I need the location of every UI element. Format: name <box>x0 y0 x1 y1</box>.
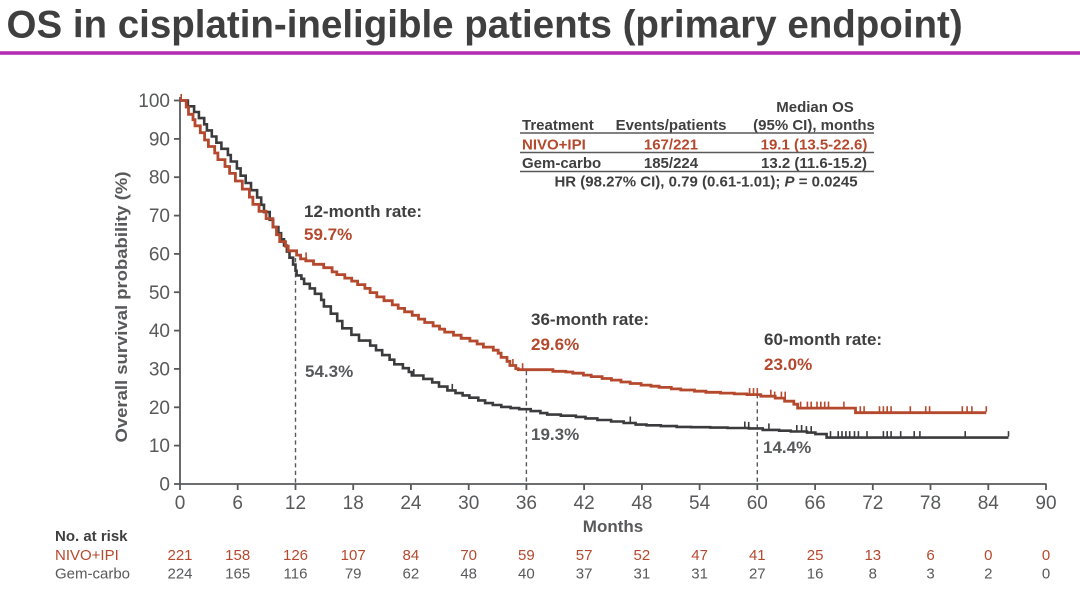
svg-text:30: 30 <box>149 359 170 380</box>
svg-text:116: 116 <box>284 566 308 583</box>
svg-text:84: 84 <box>978 493 1000 514</box>
svg-text:Overall survival probability (: Overall survival probability (%) <box>112 172 131 443</box>
svg-text:48: 48 <box>460 566 477 583</box>
svg-text:165: 165 <box>225 566 250 583</box>
svg-text:2: 2 <box>984 566 992 583</box>
svg-text:80: 80 <box>149 168 170 189</box>
svg-text:36-month rate:: 36-month rate: <box>531 310 649 329</box>
svg-text:60: 60 <box>149 244 170 265</box>
svg-text:60: 60 <box>747 493 768 514</box>
svg-text:48: 48 <box>631 493 652 514</box>
svg-text:13.2 (11.6-15.2): 13.2 (11.6-15.2) <box>761 155 867 172</box>
svg-text:60-month rate:: 60-month rate: <box>764 330 882 349</box>
svg-text:(95% CI), months: (95% CI), months <box>753 117 875 134</box>
svg-text:0: 0 <box>1042 566 1050 583</box>
svg-text:19.1 (13.5-22.6): 19.1 (13.5-22.6) <box>761 137 868 154</box>
svg-text:167/221: 167/221 <box>644 137 698 154</box>
svg-text:10: 10 <box>149 436 170 457</box>
svg-text:54: 54 <box>689 493 711 514</box>
svg-text:12: 12 <box>285 493 306 514</box>
svg-text:NIVO+IPI: NIVO+IPI <box>522 137 586 154</box>
svg-text:20: 20 <box>149 398 170 419</box>
svg-text:42: 42 <box>574 493 595 514</box>
svg-text:78: 78 <box>920 493 941 514</box>
svg-text:No. at risk: No. at risk <box>55 528 128 545</box>
svg-text:37: 37 <box>576 566 593 583</box>
svg-text:31: 31 <box>634 566 651 583</box>
svg-text:31: 31 <box>691 566 708 583</box>
svg-text:Gem-carbo: Gem-carbo <box>55 566 130 583</box>
svg-text:158: 158 <box>225 547 250 564</box>
svg-text:0: 0 <box>159 475 170 496</box>
svg-text:HR (98.27% CI), 0.79 (0.61-1.0: HR (98.27% CI), 0.79 (0.61-1.01); P = 0.… <box>554 174 857 191</box>
svg-text:84: 84 <box>403 547 420 564</box>
svg-text:30: 30 <box>458 493 479 514</box>
svg-text:6: 6 <box>232 493 243 514</box>
svg-text:107: 107 <box>341 547 366 564</box>
svg-text:14.4%: 14.4% <box>763 438 811 457</box>
svg-text:25: 25 <box>807 547 824 564</box>
svg-text:90: 90 <box>1035 493 1056 514</box>
svg-text:Median OS: Median OS <box>776 99 854 116</box>
svg-text:24: 24 <box>400 493 422 514</box>
svg-text:54.3%: 54.3% <box>305 362 353 381</box>
svg-text:Treatment: Treatment <box>522 117 594 134</box>
svg-text:221: 221 <box>167 547 192 564</box>
svg-text:NIVO+IPI: NIVO+IPI <box>55 547 119 564</box>
svg-text:41: 41 <box>749 547 766 564</box>
svg-text:126: 126 <box>283 547 308 564</box>
svg-text:8: 8 <box>869 566 877 583</box>
svg-text:40: 40 <box>149 321 170 342</box>
svg-text:29.6%: 29.6% <box>531 335 579 354</box>
svg-text:62: 62 <box>403 566 420 583</box>
svg-text:70: 70 <box>460 547 477 564</box>
svg-text:16: 16 <box>807 566 824 583</box>
svg-text:0: 0 <box>175 493 186 514</box>
svg-text:23.0%: 23.0% <box>764 355 812 374</box>
svg-text:52: 52 <box>634 547 651 564</box>
svg-text:Months: Months <box>583 517 643 536</box>
svg-text:19.3%: 19.3% <box>531 425 579 444</box>
svg-text:Gem-carbo: Gem-carbo <box>522 155 601 172</box>
svg-text:0: 0 <box>984 547 992 564</box>
svg-text:0: 0 <box>1042 547 1050 564</box>
svg-text:40: 40 <box>518 566 535 583</box>
svg-text:224: 224 <box>167 566 192 583</box>
svg-text:66: 66 <box>805 493 826 514</box>
svg-text:59: 59 <box>518 547 535 564</box>
svg-text:50: 50 <box>149 283 170 304</box>
svg-text:OS in cisplatin-ineligible pat: OS in cisplatin-ineligible patients (pri… <box>7 4 963 47</box>
svg-text:13: 13 <box>864 547 881 564</box>
svg-text:72: 72 <box>862 493 883 514</box>
svg-text:90: 90 <box>149 129 170 150</box>
svg-text:47: 47 <box>691 547 708 564</box>
svg-text:70: 70 <box>149 206 170 227</box>
svg-text:59.7%: 59.7% <box>304 225 352 244</box>
svg-text:36: 36 <box>516 493 537 514</box>
svg-text:3: 3 <box>926 566 934 583</box>
svg-text:6: 6 <box>926 547 934 564</box>
svg-text:Events/patients: Events/patients <box>616 117 727 134</box>
svg-text:185/224: 185/224 <box>644 155 699 172</box>
svg-text:18: 18 <box>343 493 364 514</box>
svg-text:100: 100 <box>138 91 170 112</box>
svg-text:79: 79 <box>345 566 362 583</box>
svg-text:12-month rate:: 12-month rate: <box>304 202 422 221</box>
svg-text:57: 57 <box>576 547 593 564</box>
svg-text:27: 27 <box>749 566 766 583</box>
